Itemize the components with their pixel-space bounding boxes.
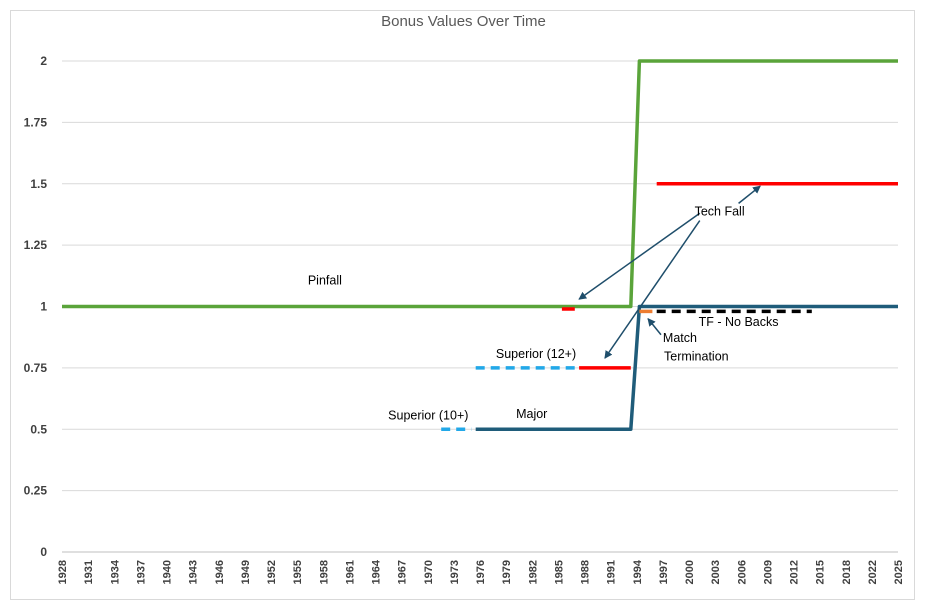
x-tick-label: 1928	[57, 560, 69, 584]
x-tick-label: 1961	[344, 560, 356, 584]
x-tick-label: 1937	[135, 560, 147, 584]
x-tick-label: 1976	[475, 560, 487, 584]
x-tick-label: 2025	[893, 560, 905, 584]
x-tick-label: 1973	[449, 560, 461, 584]
y-axis-ticks: 0 0.25 0.5 0.75 1 1.25 1.5 1.75 2	[24, 54, 48, 559]
series-line	[475, 304, 898, 432]
series-lines	[62, 59, 898, 432]
y-tick-label: 1.75	[24, 115, 48, 129]
x-tick-label: 2009	[762, 560, 774, 584]
annotation-label: Match	[663, 331, 697, 345]
annotation-label: Superior (12+)	[496, 347, 576, 361]
x-tick-label: 2015	[815, 560, 827, 584]
annotation-arrow	[738, 185, 761, 204]
x-tick-label: 2006	[736, 560, 748, 584]
y-tick-label: 2	[40, 54, 47, 68]
annotation-label: Superior (10+)	[388, 408, 468, 422]
series-line	[62, 59, 898, 309]
x-tick-label: 1955	[292, 560, 304, 584]
annotation-label: Tech Fall	[695, 205, 745, 219]
annotation-arrow	[578, 212, 701, 300]
annotation-arrow	[647, 317, 662, 336]
x-tick-label: 1949	[240, 560, 252, 584]
x-tick-label: 1970	[423, 560, 435, 584]
y-tick-label: 1.25	[24, 238, 48, 252]
x-tick-label: 1979	[501, 560, 513, 584]
annotation-arrow	[604, 220, 701, 359]
x-tick-label: 1985	[553, 560, 565, 584]
x-tick-label: 1988	[580, 560, 592, 584]
x-tick-label: 1991	[606, 560, 618, 584]
x-tick-label: 1964	[371, 559, 383, 584]
x-tick-label: 1946	[214, 560, 226, 584]
x-tick-label: 1967	[397, 560, 409, 584]
y-tick-label: 0.25	[24, 484, 48, 498]
annotation-label: Termination	[664, 350, 729, 364]
annotation-label: TF - No Backs	[699, 315, 779, 329]
x-tick-label: 2022	[867, 560, 879, 584]
y-tick-label: 0	[40, 545, 47, 559]
x-tick-label: 1940	[162, 560, 174, 584]
y-tick-label: 1	[40, 300, 47, 314]
x-tick-label: 1958	[318, 560, 330, 584]
x-tick-label: 2012	[789, 560, 801, 584]
x-tick-label: 1934	[109, 559, 121, 584]
annotation-label: Major	[516, 407, 547, 421]
x-tick-label: 1994	[632, 559, 644, 584]
annotation-arrows	[578, 185, 761, 359]
chart-title: Bonus Values Over Time	[381, 13, 546, 30]
x-tick-label: 2003	[710, 560, 722, 584]
y-tick-label: 1.5	[30, 177, 47, 191]
y-tick-label: 0.5	[30, 422, 47, 436]
x-axis-ticks: 1928 1931 1934 1937 1940 1943 1946 1949 1952 1955…	[57, 559, 905, 584]
y-tick-label: 0.75	[24, 361, 48, 375]
x-tick-label: 1982	[527, 560, 539, 584]
x-tick-label: 1931	[83, 560, 95, 584]
x-tick-label: 1952	[266, 560, 278, 584]
x-tick-label: 2018	[841, 560, 853, 584]
x-tick-label: 1997	[658, 560, 670, 584]
annotation-label: Pinfall	[308, 273, 342, 287]
x-tick-label: 1943	[188, 560, 200, 584]
x-tick-label: 2000	[684, 560, 696, 584]
